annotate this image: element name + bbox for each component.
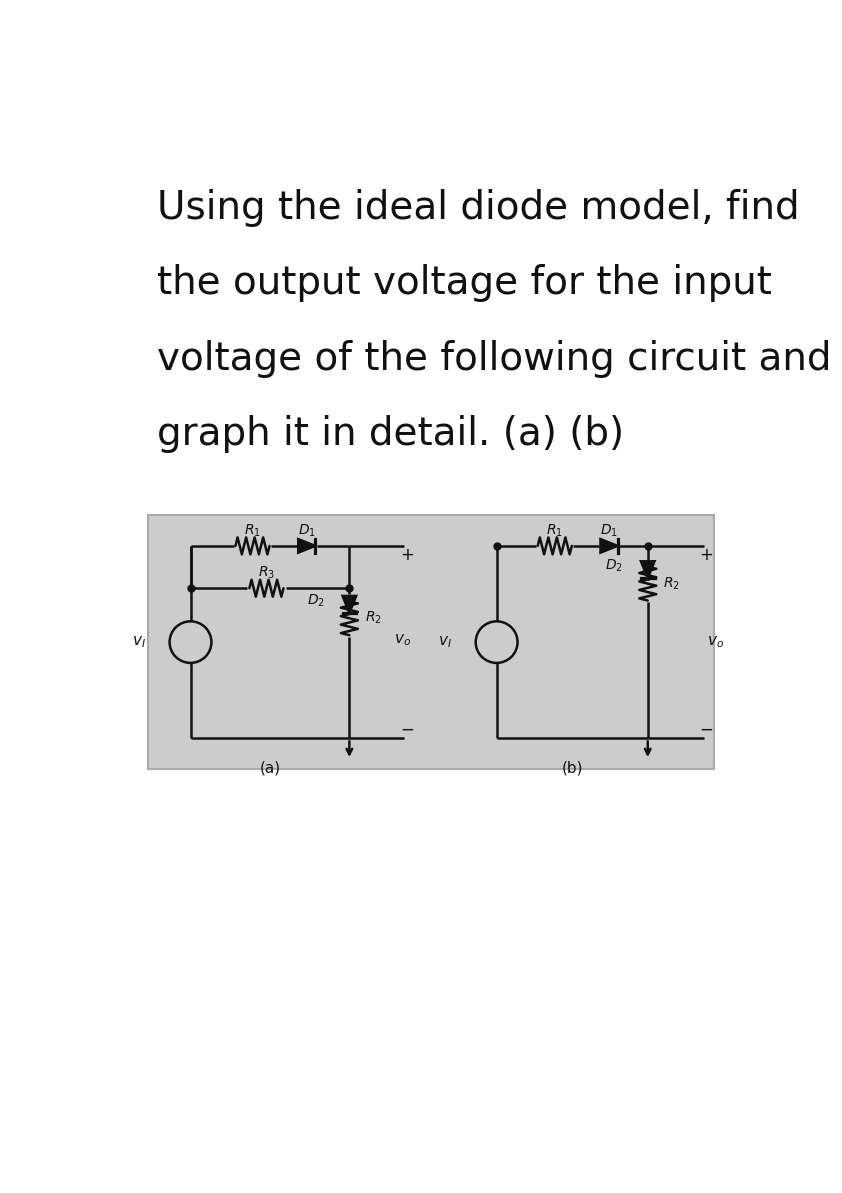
Text: $v_o$: $v_o$ bbox=[394, 632, 412, 649]
Text: $D_2$: $D_2$ bbox=[605, 557, 623, 574]
Text: (a): (a) bbox=[259, 760, 280, 775]
Text: $v_I$: $v_I$ bbox=[438, 635, 451, 650]
Polygon shape bbox=[600, 539, 617, 552]
Text: $v_I$: $v_I$ bbox=[131, 635, 146, 650]
Text: $v_o$: $v_o$ bbox=[707, 635, 724, 650]
Polygon shape bbox=[641, 561, 654, 579]
Text: +: + bbox=[400, 546, 413, 564]
Text: voltage of the following circuit and: voltage of the following circuit and bbox=[157, 340, 832, 378]
Text: $R_2$: $R_2$ bbox=[365, 610, 381, 626]
Text: $D_1$: $D_1$ bbox=[600, 523, 618, 539]
Text: +: + bbox=[700, 546, 713, 564]
Text: $R_1$: $R_1$ bbox=[244, 523, 261, 539]
Text: $R_1$: $R_1$ bbox=[546, 523, 563, 539]
Text: the output voltage for the input: the output voltage for the input bbox=[157, 265, 772, 302]
FancyBboxPatch shape bbox=[148, 515, 714, 769]
Text: −: − bbox=[400, 721, 413, 738]
Text: Using the ideal diode model, find: Using the ideal diode model, find bbox=[157, 190, 800, 227]
Text: $R_3$: $R_3$ bbox=[258, 564, 275, 581]
Text: (b): (b) bbox=[562, 760, 583, 775]
Polygon shape bbox=[343, 596, 356, 613]
Text: graph it in detail. (a) (b): graph it in detail. (a) (b) bbox=[157, 415, 625, 453]
Polygon shape bbox=[298, 539, 315, 552]
Text: $D_2$: $D_2$ bbox=[306, 593, 324, 608]
Text: −: − bbox=[700, 721, 713, 738]
Text: $D_1$: $D_1$ bbox=[298, 523, 316, 539]
Text: $R_2$: $R_2$ bbox=[663, 575, 680, 592]
